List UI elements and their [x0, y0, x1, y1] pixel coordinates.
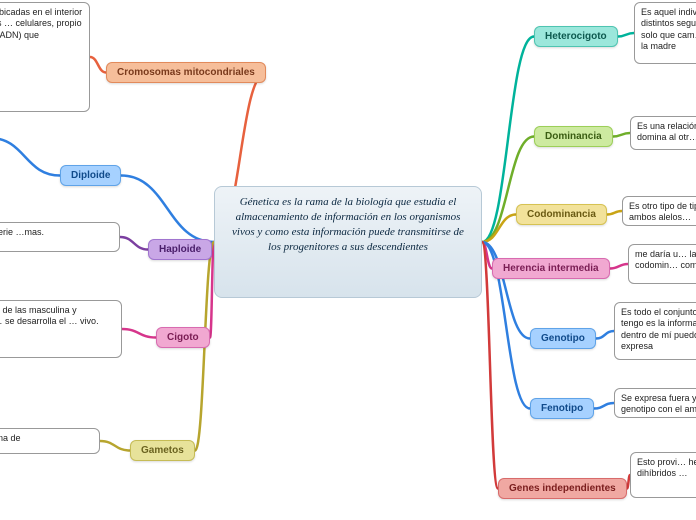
node-fen[interactable]: Fenotipo: [530, 398, 594, 419]
central-topic-text: Génetica es la rama de la biología que e…: [232, 196, 464, 253]
note-her: me daría u… la codomin… como: [628, 244, 696, 284]
node-gen[interactable]: Genotipo: [530, 328, 596, 349]
central-topic: Génetica es la rama de la biología que e…: [214, 186, 482, 298]
node-label: Gametos: [141, 445, 184, 456]
node-gam[interactable]: Gametos: [130, 440, 195, 461]
node-label: Cromosomas mitocondriales: [117, 67, 255, 78]
note-gin: Esto provi… herencia n… dihíbridos …: [630, 452, 696, 498]
note-gen: Es todo el conjunto c… tengo es la infor…: [614, 302, 696, 360]
node-dip[interactable]: Diploide: [60, 165, 121, 186]
node-crom[interactable]: Cromosomas mitocondriales: [106, 62, 266, 83]
node-label: Cigoto: [167, 332, 199, 343]
node-label: Fenotipo: [541, 403, 583, 414]
node-cod[interactable]: Codominancia: [516, 204, 607, 225]
node-label: Genotipo: [541, 333, 585, 344]
node-label: Codominancia: [527, 209, 596, 220]
note-gam: …a o femenina de: [0, 428, 100, 454]
note-crom: estructuras ubicadas en el interior de l…: [0, 2, 90, 112]
node-cig[interactable]: Cigoto: [156, 327, 210, 348]
node-het[interactable]: Heterocigoto: [534, 26, 618, 47]
node-gin[interactable]: Genes independientes: [498, 478, 627, 499]
note-cod: Es otro tipo de tipo… aquí ambos alelos…: [622, 196, 696, 226]
node-label: Herencia intermedia: [503, 263, 599, 274]
node-label: Heterocigoto: [545, 31, 607, 42]
node-label: Dominancia: [545, 131, 602, 142]
note-cig: …de la unión de las masculina y femenina…: [0, 300, 122, 358]
note-fen: Se expresa fuera y e… genotipo con el am…: [614, 388, 696, 418]
node-hap[interactable]: Haploide: [148, 239, 212, 260]
node-her[interactable]: Herencia intermedia: [492, 258, 610, 279]
note-het: Es aquel individuo… distintos seguimos… …: [634, 2, 696, 64]
note-dom: Es una relación e… uno domina al otr…: [630, 116, 696, 150]
note-hap: núcleo una serie …mas.: [0, 222, 120, 252]
node-label: Genes independientes: [509, 483, 616, 494]
node-label: Diploide: [71, 170, 110, 181]
node-label: Haploide: [159, 244, 201, 255]
node-dom[interactable]: Dominancia: [534, 126, 613, 147]
